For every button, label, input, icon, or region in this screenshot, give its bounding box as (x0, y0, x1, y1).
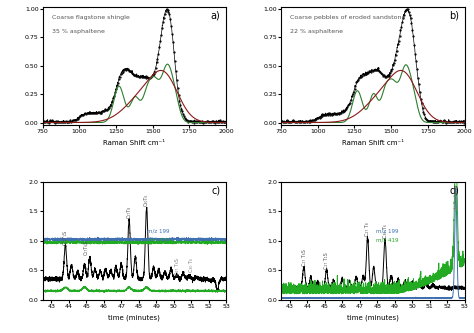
Text: a): a) (211, 10, 220, 20)
Text: m/z 199: m/z 199 (376, 229, 399, 234)
Text: m/z 419: m/z 419 (376, 237, 399, 242)
Text: m/z 199: m/z 199 (147, 229, 170, 234)
Text: diploptene: diploptene (454, 184, 459, 210)
Text: C₂₇T₈: C₂₇T₈ (127, 206, 132, 218)
Text: d): d) (449, 185, 459, 195)
Text: C₃₀ T₆: C₃₀ T₆ (190, 258, 194, 272)
Text: C₂₇ T₁S: C₂₇ T₁S (324, 252, 329, 269)
Text: C₂₇ T₆S: C₂₇ T₆S (175, 258, 180, 275)
X-axis label: Raman Shift cm⁻¹: Raman Shift cm⁻¹ (103, 140, 165, 146)
Text: C₂₇T₆S: C₂₇T₆S (84, 240, 89, 255)
Text: Coarse flagstone shingle: Coarse flagstone shingle (52, 15, 129, 20)
Text: C₂₁T₁S: C₂₁T₁S (63, 230, 68, 245)
Text: m/z 419: m/z 419 (147, 237, 170, 242)
X-axis label: Raman Shift cm⁻¹: Raman Shift cm⁻¹ (342, 140, 404, 146)
Text: b): b) (449, 10, 459, 20)
Text: c): c) (211, 185, 220, 195)
X-axis label: time (minutes): time (minutes) (347, 314, 399, 321)
Text: 35 % asphaltene: 35 % asphaltene (52, 29, 105, 34)
X-axis label: time (minutes): time (minutes) (109, 314, 160, 321)
Text: 22 % asphaltene: 22 % asphaltene (290, 29, 343, 34)
Text: C₂₇ T₆S: C₂₇ T₆S (301, 249, 307, 266)
Text: C₃₀ T₆: C₃₀ T₆ (383, 224, 388, 238)
Text: Coarse pebbles of eroded sandstone: Coarse pebbles of eroded sandstone (290, 15, 406, 20)
Text: C₃₀T₆: C₃₀T₆ (144, 194, 149, 206)
Text: C₂₇ T₈: C₂₇ T₈ (365, 222, 370, 236)
